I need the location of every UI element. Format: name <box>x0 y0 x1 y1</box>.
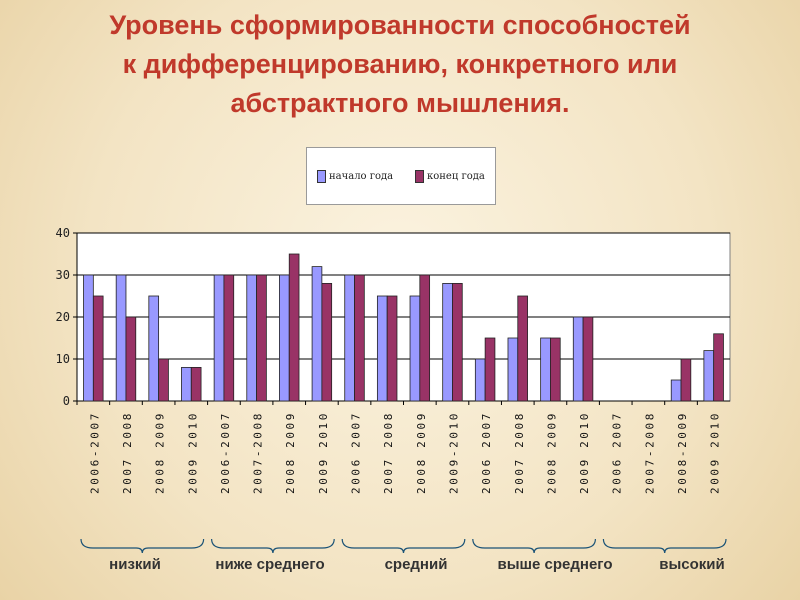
group-label-below-average: ниже среднего <box>215 556 325 573</box>
x-tick-label: 2008 2009 <box>284 411 297 494</box>
bar-end <box>713 333 724 402</box>
bar-start <box>181 366 192 402</box>
bar-end <box>419 274 431 402</box>
x-tick-label: 2009 2010 <box>709 411 722 494</box>
bar-end <box>680 358 692 402</box>
x-tick-label: 2007-2008 <box>252 411 265 494</box>
bar-start <box>507 337 519 402</box>
title-line-2: к дифференцированию, конкретного или <box>122 49 678 79</box>
group-brace <box>341 538 466 554</box>
bar-start <box>148 295 160 402</box>
x-tick-label: 2007 2008 <box>382 411 395 494</box>
x-tick-label: 2008 2009 <box>415 411 428 494</box>
bar-start <box>442 282 453 402</box>
bar-end <box>288 253 300 402</box>
bar-end <box>92 295 104 402</box>
bar-end <box>256 274 267 402</box>
x-tick-label: 2007 2008 <box>513 411 526 494</box>
group-brace <box>80 538 205 554</box>
bar-start <box>474 358 486 402</box>
group-brace <box>211 538 335 554</box>
x-tick-label: 2008 2009 <box>545 411 558 494</box>
y-tick-label: 30 <box>56 268 70 282</box>
legend-label-end: конец года <box>427 171 485 182</box>
bar-end <box>484 337 496 402</box>
y-tick-label: 10 <box>56 352 70 366</box>
x-tick-label: 2006 2007 <box>480 411 493 494</box>
title-line-3: абстрактного мышления. <box>230 88 570 118</box>
x-tick-label: 2009 2010 <box>186 411 199 494</box>
y-tick-label: 0 <box>63 394 70 408</box>
bar-start <box>115 274 127 402</box>
bar-end <box>386 295 398 402</box>
legend-item-start: начало года <box>317 170 393 183</box>
x-tick-label: 2006 2007 <box>611 411 624 494</box>
y-tick-label: 40 <box>56 226 70 240</box>
bar-end <box>158 358 169 402</box>
legend-item-end: конец года <box>415 170 485 183</box>
slide-title: Уровень сформированности способностей к … <box>0 6 800 123</box>
group-brace <box>472 538 596 554</box>
group-label-above-average: выше среднего <box>497 556 613 573</box>
bar-start <box>311 266 323 402</box>
bar-start <box>703 350 715 402</box>
bar-end <box>452 282 463 402</box>
bar-end <box>582 316 594 402</box>
bar-end <box>354 274 365 402</box>
x-tick-label: 2006-2007 <box>88 411 101 494</box>
legend-swatch-start <box>317 170 326 183</box>
group-label-average: средний <box>384 556 448 573</box>
bar-end <box>517 295 528 402</box>
bar-start <box>213 274 225 402</box>
bar-end <box>223 274 235 402</box>
bar-start <box>83 274 94 402</box>
x-tick-label: 2009 2010 <box>578 411 591 494</box>
bar-end <box>125 316 137 402</box>
bar-start <box>246 274 257 402</box>
group-label-low: низкий <box>109 556 161 573</box>
group-brace <box>602 538 727 554</box>
bar-start <box>344 274 355 402</box>
x-tick-label: 2009 2010 <box>317 411 330 494</box>
x-tick-label: 2007-2008 <box>643 411 656 494</box>
bar-start <box>376 295 388 402</box>
legend-swatch-end <box>415 170 424 183</box>
bar-end <box>550 337 561 402</box>
bar-start <box>670 379 682 402</box>
x-tick-label: 2007 2008 <box>121 411 134 494</box>
bar-start <box>279 274 290 402</box>
bar-end <box>321 282 333 402</box>
x-tick-label: 2006 2007 <box>350 411 363 494</box>
chart-legend: начало года конец года <box>306 147 496 205</box>
legend-label-start: начало года <box>329 171 394 182</box>
bar-start <box>572 316 584 402</box>
x-tick-label: 2008-2009 <box>676 411 689 494</box>
bar-start <box>540 337 551 402</box>
title-line-1: Уровень сформированности способностей <box>109 10 691 40</box>
y-tick-label: 20 <box>56 310 70 324</box>
x-tick-label: 2009-2010 <box>447 411 460 494</box>
x-tick-label: 2006-2007 <box>219 411 232 494</box>
x-tick-label: 2008 2009 <box>154 411 167 494</box>
bar-end <box>190 366 202 402</box>
bar-start <box>409 295 421 402</box>
group-label-high: высокий <box>659 556 725 573</box>
